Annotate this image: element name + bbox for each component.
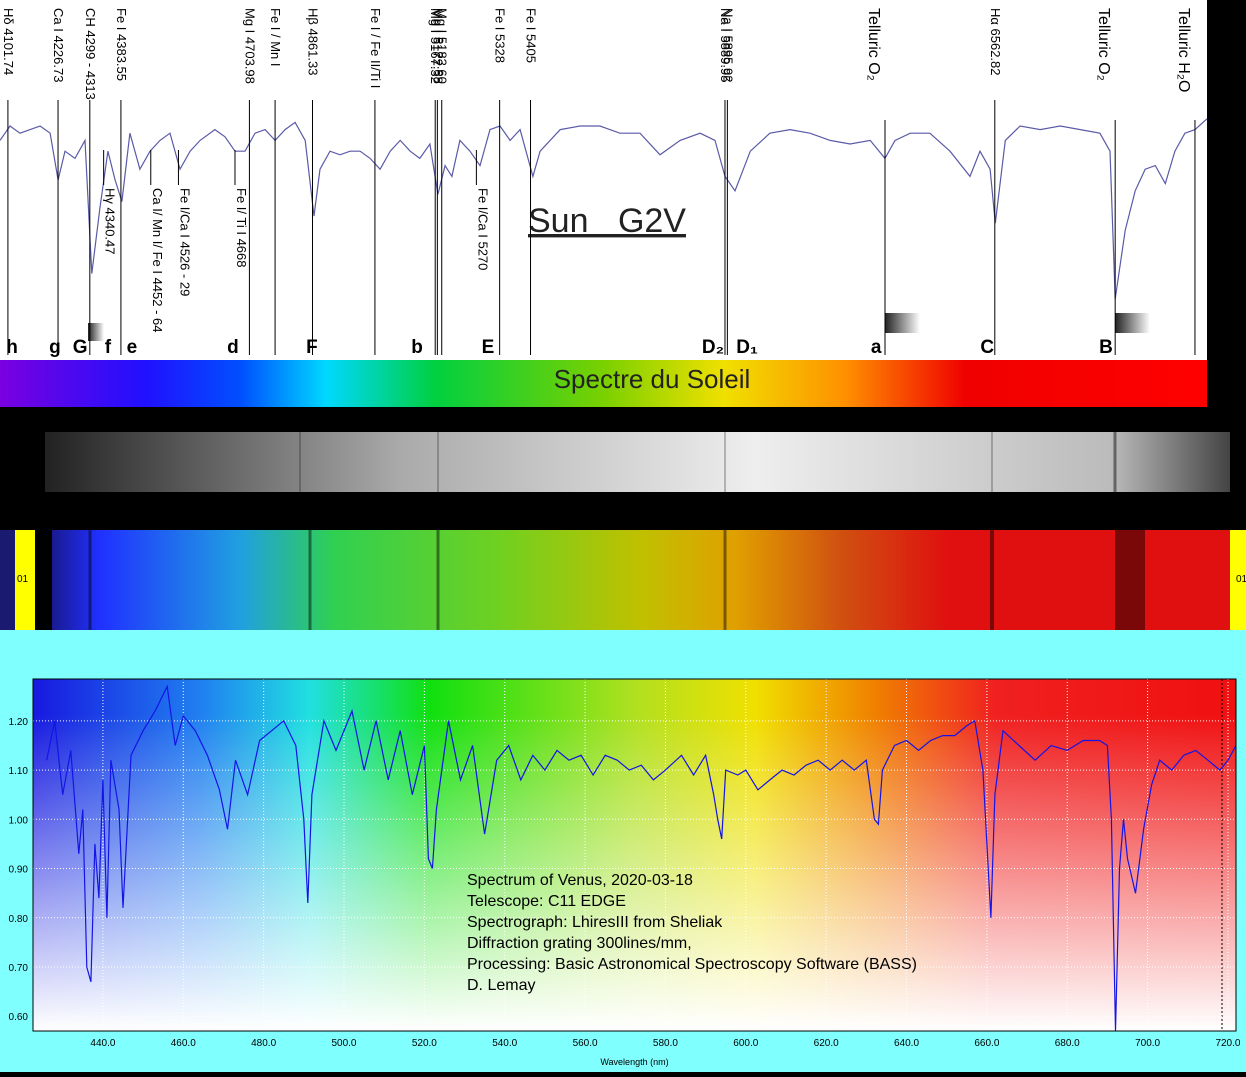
color-spectrum bbox=[52, 530, 1230, 630]
plot-bg bbox=[33, 679, 1236, 1031]
spectrum-line bbox=[46, 684, 1237, 1032]
x-tick-label: 700.0 bbox=[1135, 1038, 1160, 1049]
line-label: Hβ 4861.33 bbox=[306, 8, 321, 75]
decor bbox=[88, 323, 104, 341]
fraunhofer-letter: h bbox=[6, 337, 18, 358]
line-label: CH 4299 - 4313 bbox=[83, 8, 98, 100]
line-label: Fe I / Mn I bbox=[268, 8, 283, 67]
line-label: Telluric O₂ bbox=[1095, 8, 1112, 81]
x-tick-label: 560.0 bbox=[573, 1038, 598, 1049]
solar-band bbox=[0, 360, 1207, 407]
annotation: Telescope: C11 EDGE bbox=[467, 893, 626, 910]
fraunhofer-letter: B bbox=[1099, 337, 1113, 358]
top-panel bbox=[0, 0, 1207, 360]
line-label: Fe I/Ca I 5270 bbox=[475, 188, 490, 270]
x-tick-label: 620.0 bbox=[814, 1038, 839, 1049]
y-tick-label: 0.70 bbox=[9, 963, 29, 974]
y-tick-label: 0.90 bbox=[9, 865, 29, 876]
annotation: Processing: Basic Astronomical Spectrosc… bbox=[467, 956, 917, 973]
line-label: Fe I / Fe II/Ti I bbox=[368, 8, 383, 88]
fraunhofer-letter: b bbox=[411, 337, 423, 358]
x-tick-label: 440.0 bbox=[90, 1038, 115, 1049]
x-tick-label: 520.0 bbox=[412, 1038, 437, 1049]
color-lines bbox=[88, 530, 1145, 630]
x-tick-label: 680.0 bbox=[1055, 1038, 1080, 1049]
line-label: Fe I 4383.55 bbox=[114, 8, 129, 81]
top-title: Sun G2V bbox=[528, 202, 686, 240]
x-tick-label: 720.0 bbox=[1215, 1038, 1240, 1049]
band-label: 01 bbox=[1236, 574, 1246, 585]
line-label: Hγ 4340.47 bbox=[103, 188, 118, 255]
line-label: Ca I 4226.73 bbox=[51, 8, 66, 82]
line-label: Mg I 4703.98 bbox=[242, 8, 257, 84]
spectrum-line bbox=[0, 118, 1208, 299]
x-tick-label: 460.0 bbox=[171, 1038, 196, 1049]
line-label: Hα 6562.82 bbox=[988, 8, 1003, 76]
annotation: Diffraction grating 300lines/mm, bbox=[467, 935, 692, 952]
band-title: Spectre du Soleil bbox=[554, 364, 751, 394]
fraunhofer-letter: d bbox=[227, 337, 239, 358]
x-tick-label: 660.0 bbox=[974, 1038, 999, 1049]
line-label: Fe I 5405 bbox=[524, 8, 539, 63]
decor bbox=[885, 313, 920, 333]
plot-frame bbox=[32, 678, 1237, 1032]
line-label: Hδ 4101.74 bbox=[1, 8, 16, 75]
fraunhofer-letter: e bbox=[127, 337, 138, 358]
fraunhofer-letter: D₂ bbox=[702, 337, 724, 358]
line-label: Na I 5889.95 bbox=[718, 8, 733, 82]
fraunhofer-letter: E bbox=[482, 337, 495, 358]
x-tick-label: 500.0 bbox=[331, 1038, 356, 1049]
x-tick-label: 600.0 bbox=[733, 1038, 758, 1049]
line-label: Ca I/ Mn I/ Fe I 4452 - 64 bbox=[150, 188, 165, 333]
fraunhofer-letter: a bbox=[871, 337, 882, 358]
annotation: Spectrum of Venus, 2020-03-18 bbox=[467, 872, 693, 889]
annotation: D. Lemay bbox=[467, 977, 535, 994]
y-tick-label: 1.10 bbox=[9, 766, 29, 777]
decor bbox=[0, 530, 15, 630]
line-label: Telluric O₂ bbox=[865, 8, 882, 81]
raw-lines bbox=[299, 432, 1117, 492]
annotation: Spectrograph: LhiresIII from Sheliak bbox=[467, 914, 723, 931]
line-label: Fe I/Ca I 4526 - 29 bbox=[177, 188, 192, 296]
line-label: Fe I 5328 bbox=[493, 8, 508, 63]
decor bbox=[1230, 530, 1246, 630]
decor bbox=[1115, 313, 1150, 333]
x-tick-label: 640.0 bbox=[894, 1038, 919, 1049]
line-label: Mg I 5183.60 bbox=[435, 8, 450, 84]
fraunhofer-letter: C bbox=[980, 337, 994, 358]
x-tick-label: 480.0 bbox=[251, 1038, 276, 1049]
y-tick-label: 0.80 bbox=[9, 914, 29, 925]
decor bbox=[15, 530, 35, 630]
line-label: Mg I 5167.32 bbox=[428, 8, 443, 84]
y-tick-label: 1.00 bbox=[9, 815, 29, 826]
fraunhofer-letter: f bbox=[105, 337, 112, 358]
line-label: Na I 5895.92 bbox=[720, 8, 735, 82]
x-axis-label: Wavelength (nm) bbox=[600, 1057, 668, 1067]
line-label: Telluric H₂O bbox=[1175, 8, 1192, 92]
fraunhofer-letter: D₁ bbox=[736, 337, 758, 358]
fraunhofer-letter: F bbox=[306, 337, 318, 358]
x-tick-label: 540.0 bbox=[492, 1038, 517, 1049]
y-tick-label: 0.60 bbox=[9, 1012, 29, 1023]
fraunhofer-letter: g bbox=[49, 337, 61, 358]
raw-spectrum bbox=[45, 432, 1230, 492]
line-label: Fe I/ Ti I 4668 bbox=[234, 188, 249, 268]
line-label: Mg I 5172.68 bbox=[430, 8, 445, 84]
x-tick-label: 580.0 bbox=[653, 1038, 678, 1049]
fraunhofer-letter: G bbox=[73, 337, 88, 358]
y-tick-label: 1.20 bbox=[9, 717, 29, 728]
band-label: 01 bbox=[17, 574, 29, 585]
